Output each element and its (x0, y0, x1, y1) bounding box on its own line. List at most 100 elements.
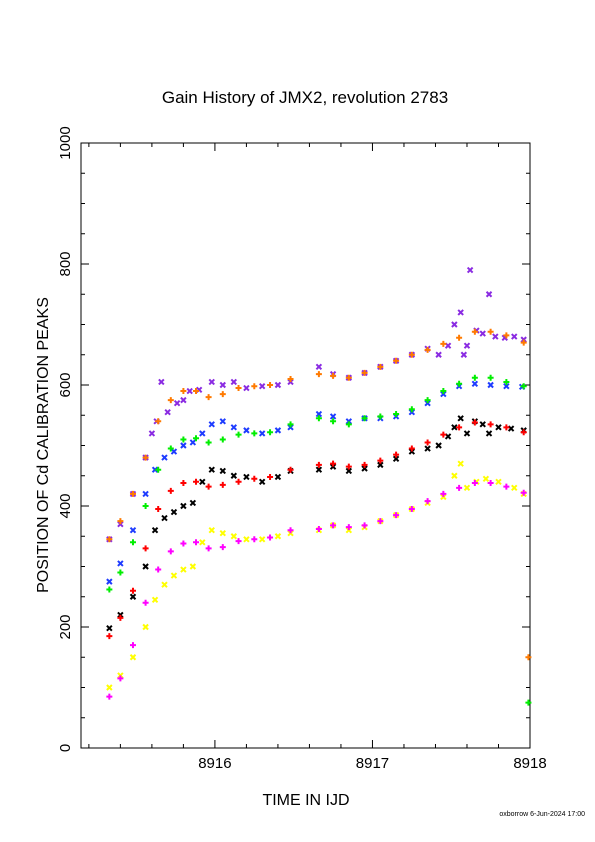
data-point-s3-31 (495, 478, 502, 486)
data-point-s0-9 (180, 396, 187, 404)
data-point-s3-6 (170, 572, 178, 579)
data-point-s0-15 (243, 384, 250, 392)
data-point-s1-13 (243, 427, 250, 434)
data-point-s4-27 (520, 339, 527, 346)
data-point-s1-10 (208, 421, 215, 428)
data-point-s4-15 (330, 372, 337, 379)
data-point-s7-13 (287, 527, 294, 534)
data-point-s6-25 (487, 421, 494, 428)
data-point-s3-3 (142, 623, 149, 631)
data-point-s0-10 (186, 387, 193, 395)
data-point-s1-2 (129, 526, 137, 534)
data-point-s4-18 (377, 363, 384, 370)
data-point-s7-11 (251, 536, 258, 543)
data-point-s7-16 (345, 524, 352, 531)
data-point-s2-15 (274, 473, 282, 481)
data-point-s5-23 (456, 380, 463, 387)
data-point-s1-9 (199, 430, 206, 437)
data-point-s5-2 (129, 539, 136, 546)
data-point-s2-31 (479, 421, 486, 428)
data-point-s7-14 (315, 525, 322, 532)
data-point-s7-18 (377, 518, 384, 525)
data-point-s7-8 (205, 545, 212, 552)
data-point-s2-21 (377, 461, 384, 469)
data-point-s1-14 (258, 430, 266, 437)
data-point-s6-7 (193, 478, 200, 485)
data-point-s0-30 (457, 309, 464, 316)
data-point-s6-19 (393, 451, 400, 458)
data-point-s4-7 (193, 388, 200, 395)
data-point-s7-4 (155, 566, 162, 573)
data-point-s0-39 (511, 333, 518, 340)
data-point-s6-12 (267, 473, 274, 480)
data-point-s5-17 (361, 415, 368, 422)
data-point-s6-6 (180, 480, 187, 487)
data-point-s3-12 (230, 533, 238, 540)
data-point-s4-26 (503, 332, 510, 339)
data-point-s3-26 (451, 472, 458, 479)
data-point-s2-7 (180, 502, 187, 510)
data-point-s5-25 (487, 374, 494, 381)
axis-tick-labels: 0 200 400 600 800 1000 8916 8917 8918 (57, 126, 547, 772)
data-point-s1-12 (230, 424, 238, 431)
data-point-s2-9 (199, 478, 206, 486)
data-point-s0-16 (258, 383, 266, 390)
data-point-s2-10 (208, 466, 215, 473)
data-point-s1-24 (424, 399, 431, 407)
data-point-s7-5 (167, 548, 174, 555)
data-point-s1-29 (503, 383, 510, 390)
data-point-s6-3 (142, 545, 149, 552)
data-point-s7-0 (106, 693, 113, 700)
data-point-s4-10 (235, 385, 242, 392)
data-point-s2-33 (495, 424, 502, 431)
data-point-s4-2 (129, 490, 136, 497)
data-point-s4-16 (345, 374, 352, 381)
data-point-s1-18 (329, 413, 337, 420)
data-point-s4-5 (167, 397, 174, 404)
data-point-s5-19 (393, 411, 400, 418)
data-point-s2-14 (258, 478, 266, 486)
data-point-s0-28 (444, 342, 452, 349)
data-point-s0-37 (492, 333, 499, 340)
data-point-s3-15 (274, 533, 282, 540)
data-point-s7-10 (235, 538, 242, 545)
x-tick-label: 8917 (356, 755, 389, 772)
data-point-s6-27 (520, 429, 527, 436)
data-point-s2-27 (451, 424, 458, 431)
data-point-s3-32 (511, 484, 518, 492)
data-point-s4-28 (525, 654, 532, 661)
data-point-s6-17 (361, 461, 368, 468)
data-point-s2-5 (161, 514, 168, 522)
data-point-s5-10 (235, 431, 242, 438)
data-point-s7-20 (408, 506, 415, 513)
data-point-s5-7 (193, 435, 200, 442)
data-point-s5-15 (330, 418, 337, 425)
data-point-s1-0 (106, 578, 113, 585)
data-point-s3-4 (151, 596, 159, 603)
data-point-s2-12 (230, 472, 238, 479)
data-point-s6-4 (155, 506, 162, 513)
data-point-s6-24 (471, 419, 478, 426)
x-tick-label: 8916 (198, 755, 231, 772)
data-point-s0-27 (435, 351, 442, 358)
data-point-s4-11 (251, 383, 258, 390)
data-point-s5-13 (287, 421, 294, 428)
data-point-s5-9 (219, 436, 226, 443)
data-point-s7-6 (180, 540, 187, 547)
data-point-s3-10 (208, 526, 215, 534)
data-point-s5-27 (520, 383, 527, 390)
data-point-s0-33 (466, 266, 474, 274)
data-point-s0-13 (219, 381, 226, 389)
data-point-s3-7 (180, 566, 187, 573)
data-point-s5-16 (345, 421, 352, 428)
data-point-s6-9 (219, 481, 226, 488)
data-point-s2-13 (243, 473, 250, 481)
data-point-s5-0 (106, 586, 113, 593)
data-point-s5-22 (440, 388, 447, 395)
data-point-s0-8 (173, 399, 181, 407)
data-point-s1-5 (161, 454, 168, 461)
data-point-s4-23 (456, 334, 463, 341)
y-axis-label: POSITION OF Cd CALIBRATION PEAKS (35, 297, 52, 593)
data-point-s0-19 (315, 363, 323, 371)
